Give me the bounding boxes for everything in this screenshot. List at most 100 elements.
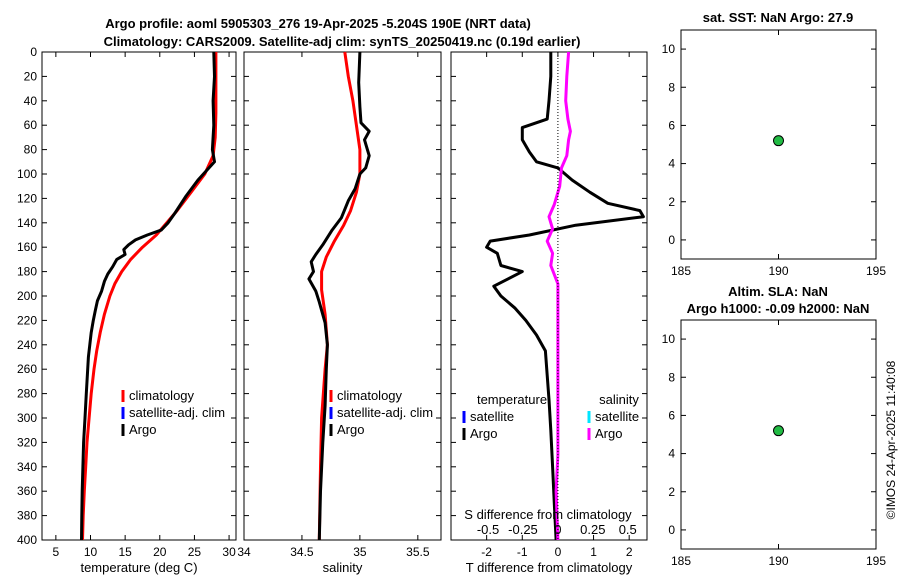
series-line-Argo xyxy=(307,51,371,541)
y-tick-label: 6 xyxy=(668,118,675,132)
legend-swatch xyxy=(587,411,591,423)
legend-title: temperature xyxy=(477,392,547,407)
y-tick-label: 10 xyxy=(662,42,676,56)
legend-label: Argo xyxy=(470,426,497,441)
y-tick-label: 140 xyxy=(17,216,37,230)
x-tick-label: 10 xyxy=(84,545,98,559)
series-line-climatology xyxy=(317,51,362,541)
legend-label: satellite xyxy=(595,409,639,424)
x-tick-label: 34.5 xyxy=(290,545,314,559)
y-tick-label: 0 xyxy=(668,233,675,247)
x-tick-label: -1 xyxy=(517,545,528,559)
temperature-panel: 0 20 40 60 80 100 120 140 160 180 200 220 240 260 280 3… xyxy=(17,45,237,575)
x-tick-label: 1 xyxy=(590,545,597,559)
series-line-S-Argo-diff xyxy=(545,51,572,541)
y-tick-label: 220 xyxy=(17,313,37,327)
panel-title: Argo h1000: -0.09 h2000: NaN xyxy=(687,301,870,316)
title-line1: Argo profile: aoml 5905303_276 19-Apr-20… xyxy=(105,16,531,31)
x-axis-label: temperature (deg C) xyxy=(80,560,197,575)
x-tick-label: 20 xyxy=(153,545,167,559)
x-tick-label: 195 xyxy=(866,554,886,568)
y-tick-label: 240 xyxy=(17,338,37,352)
y-tick-label: 100 xyxy=(17,167,37,181)
top-tick-label: 0 xyxy=(554,522,561,537)
x-tick-label: 195 xyxy=(866,264,886,278)
legend-label: satellite-adj. clim xyxy=(129,405,225,420)
plot-frame xyxy=(41,51,237,541)
plot-frame xyxy=(243,51,442,541)
y-tick-label: 260 xyxy=(17,362,37,376)
x-tick-label: 2 xyxy=(626,545,633,559)
legend-label: satellite-adj. clim xyxy=(337,405,433,420)
y-tick-label: 4 xyxy=(668,157,675,171)
x-tick-label: 190 xyxy=(768,554,788,568)
y-tick-label: 320 xyxy=(17,435,37,449)
top-tick-label: -0.25 xyxy=(508,522,538,537)
legend-swatch xyxy=(462,428,466,440)
x-axis-label: T difference from climatology xyxy=(466,560,633,575)
y-tick-label: 60 xyxy=(24,118,38,132)
top-tick-label: 0.5 xyxy=(619,522,637,537)
title-line2: Climatology: CARS2009. Satellite-adj cli… xyxy=(104,34,581,49)
top-tick-label: -0.5 xyxy=(477,522,499,537)
y-tick-label: 6 xyxy=(668,408,675,422)
x-tick-label: 5 xyxy=(53,545,60,559)
y-tick-label: 8 xyxy=(668,370,675,384)
legend-label: Argo xyxy=(337,422,364,437)
top-axis-label: S difference from climatology xyxy=(464,507,632,522)
panel-title: sat. SST: NaN Argo: 27.9 xyxy=(703,10,854,25)
x-tick-label: 0 xyxy=(555,545,562,559)
y-tick-label: 280 xyxy=(17,387,37,401)
x-tick-label: 190 xyxy=(768,264,788,278)
y-tick-label: 180 xyxy=(17,265,37,279)
legend-swatch xyxy=(329,390,333,402)
y-tick-label: 80 xyxy=(24,143,38,157)
legend-label: climatology xyxy=(337,388,403,403)
x-tick-label: 30 xyxy=(222,545,236,559)
y-tick-label: 120 xyxy=(17,191,37,205)
y-tick-label: 20 xyxy=(24,69,38,83)
legend-swatch xyxy=(462,411,466,423)
series-line-climatology xyxy=(81,52,218,541)
legend-label: satellite xyxy=(470,409,514,424)
panel-title: Altim. SLA: NaN xyxy=(728,284,828,299)
legend-label: Argo xyxy=(595,426,622,441)
y-tick-label: 4 xyxy=(668,447,675,461)
y-tick-label: 360 xyxy=(17,484,37,498)
y-tick-label: 400 xyxy=(17,533,37,547)
difference-panel: -2 -1 0 1 2T difference from climatology S di… xyxy=(450,51,648,575)
x-axis-label: salinity xyxy=(323,560,363,575)
y-tick-label: 200 xyxy=(17,289,37,303)
top-tick-label: 0.25 xyxy=(580,522,605,537)
salinity-panel: 34 34.5 35 35.5 salinity climatology satellite… xyxy=(237,51,442,575)
legend-label: Argo xyxy=(129,422,156,437)
series-line-T-Argo-diff xyxy=(485,52,645,541)
x-tick-label: 185 xyxy=(671,554,691,568)
legend-swatch xyxy=(587,428,591,440)
x-tick-label: -2 xyxy=(481,545,492,559)
y-tick-label: 0 xyxy=(30,45,37,59)
legend-swatch xyxy=(329,424,333,436)
legend-title: salinity xyxy=(599,392,639,407)
y-tick-label: 40 xyxy=(24,94,38,108)
y-tick-label: 2 xyxy=(668,485,675,499)
y-tick-label: 0 xyxy=(668,523,675,537)
x-tick-label: 35.5 xyxy=(406,545,430,559)
series-line-Argo xyxy=(80,51,216,541)
data-point xyxy=(773,135,784,147)
legend-swatch xyxy=(121,407,125,419)
legend-swatch xyxy=(121,390,125,402)
y-tick-label: 340 xyxy=(17,460,37,474)
sla-panel: 0 2 4 6 8 10 185 190 195 Altim. SLA: NaN Argo h100… xyxy=(662,284,887,568)
plot-frame xyxy=(450,51,648,541)
legend-label: climatology xyxy=(129,388,195,403)
legend-swatch xyxy=(121,424,125,436)
data-point xyxy=(773,425,784,437)
x-tick-label: 34 xyxy=(237,545,251,559)
y-tick-label: 8 xyxy=(668,80,675,94)
legend-swatch xyxy=(329,407,333,419)
x-tick-label: 35 xyxy=(353,545,367,559)
sst-panel: 0 2 4 6 8 10 185 190 195 sat. SST: NaN Argo: 27.9 xyxy=(662,10,887,278)
y-tick-label: 300 xyxy=(17,411,37,425)
